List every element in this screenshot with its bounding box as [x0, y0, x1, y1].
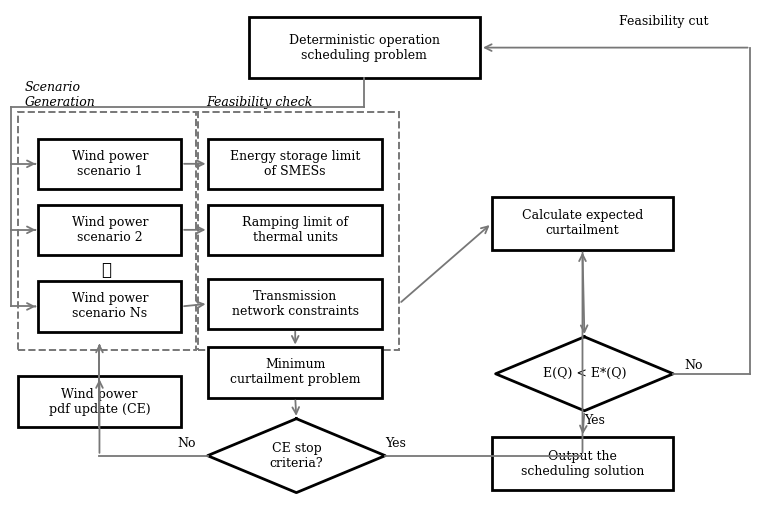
FancyBboxPatch shape [39, 281, 181, 331]
Text: No: No [684, 359, 702, 372]
FancyBboxPatch shape [492, 437, 673, 490]
FancyBboxPatch shape [39, 139, 181, 189]
Text: Feasibility check: Feasibility check [206, 96, 312, 109]
FancyBboxPatch shape [39, 205, 181, 255]
Text: ⋮: ⋮ [102, 262, 112, 279]
Text: Minimum
curtailment problem: Minimum curtailment problem [230, 358, 360, 387]
Text: E(Q) < E*(Q): E(Q) < E*(Q) [542, 367, 626, 380]
Text: Energy storage limit
of SMESs: Energy storage limit of SMESs [230, 150, 360, 178]
Text: Yes: Yes [584, 414, 605, 427]
Polygon shape [495, 337, 673, 411]
Text: Calculate expected
curtailment: Calculate expected curtailment [522, 209, 643, 237]
Text: Wind power
scenario 1: Wind power scenario 1 [71, 150, 148, 178]
Text: Scenario
Generation: Scenario Generation [25, 81, 95, 109]
FancyBboxPatch shape [208, 279, 382, 329]
FancyBboxPatch shape [208, 347, 382, 398]
Text: Transmission
network constraints: Transmission network constraints [232, 290, 359, 318]
Text: CE stop
criteria?: CE stop criteria? [270, 442, 323, 469]
Text: Wind power
scenario Ns: Wind power scenario Ns [71, 293, 148, 320]
Text: No: No [177, 437, 196, 450]
FancyBboxPatch shape [492, 197, 673, 250]
Text: Yes: Yes [384, 437, 405, 450]
FancyBboxPatch shape [208, 139, 382, 189]
Text: Wind power
pdf update (CE): Wind power pdf update (CE) [49, 388, 150, 416]
Text: Output the
scheduling solution: Output the scheduling solution [521, 450, 644, 477]
Text: Wind power
scenario 2: Wind power scenario 2 [71, 216, 148, 244]
Polygon shape [208, 418, 385, 493]
Text: Deterministic operation
scheduling problem: Deterministic operation scheduling probl… [289, 33, 440, 62]
Text: Ramping limit of
thermal units: Ramping limit of thermal units [242, 216, 348, 244]
FancyBboxPatch shape [19, 376, 181, 426]
FancyBboxPatch shape [208, 205, 382, 255]
Text: Feasibility cut: Feasibility cut [619, 15, 708, 28]
FancyBboxPatch shape [249, 17, 480, 78]
